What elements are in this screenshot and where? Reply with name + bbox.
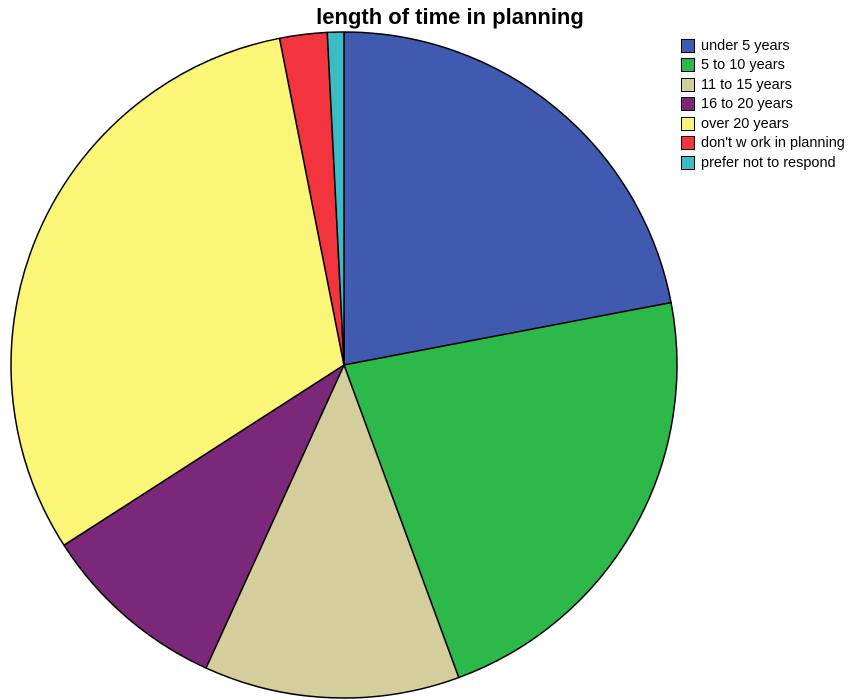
- pie-slice-2: [205, 364, 460, 699]
- legend-item: over 20 years: [681, 114, 845, 134]
- legend-swatch: [681, 58, 695, 73]
- legend-swatch: [681, 155, 695, 170]
- legend-label: prefer not to respond: [701, 154, 836, 171]
- legend-label: over 20 years: [701, 115, 789, 132]
- legend-item: 11 to 15 years: [681, 75, 845, 95]
- legend-swatch: [681, 97, 695, 112]
- legend-swatch: [681, 116, 695, 131]
- pie-slice-4: [10, 37, 345, 546]
- pie-slice-6: [326, 31, 345, 366]
- legend-item: under 5 years: [681, 36, 845, 56]
- pie-slice-1: [343, 301, 678, 679]
- legend: under 5 years 5 to 10 years 11 to 15 years…: [681, 36, 845, 173]
- chart-title: length of time in planning: [316, 4, 584, 29]
- legend-item: 5 to 10 years: [681, 56, 845, 76]
- legend-item: prefer not to respond: [681, 153, 845, 173]
- legend-label: 16 to 20 years: [701, 96, 793, 113]
- legend-swatch: [681, 77, 695, 92]
- legend-swatch: [681, 136, 695, 151]
- legend-swatch: [681, 38, 695, 53]
- legend-label: 5 to 10 years: [701, 57, 785, 74]
- legend-label: 11 to 15 years: [701, 76, 792, 93]
- legend-item: 16 to 20 years: [681, 95, 845, 115]
- legend-item: don't w ork in planning: [681, 134, 845, 154]
- pie-slice-0: [343, 31, 672, 366]
- legend-label: under 5 years: [701, 37, 790, 54]
- pie-slice-3: [63, 364, 345, 669]
- legend-label: don't w ork in planning: [701, 135, 845, 152]
